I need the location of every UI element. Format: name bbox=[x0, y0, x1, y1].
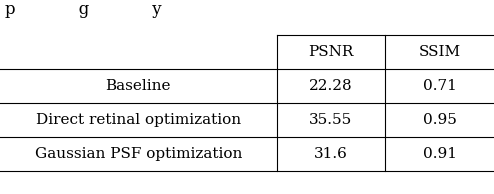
Text: p            g            y: p g y bbox=[5, 1, 162, 18]
Text: 0.91: 0.91 bbox=[423, 147, 456, 161]
Text: 0.71: 0.71 bbox=[423, 79, 456, 93]
Text: 31.6: 31.6 bbox=[314, 147, 348, 161]
Text: 22.28: 22.28 bbox=[309, 79, 353, 93]
Text: SSIM: SSIM bbox=[418, 45, 461, 59]
Text: 0.95: 0.95 bbox=[423, 113, 456, 127]
Text: PSNR: PSNR bbox=[308, 45, 354, 59]
Text: Direct retinal optimization: Direct retinal optimization bbox=[36, 113, 241, 127]
Text: Baseline: Baseline bbox=[106, 79, 171, 93]
Text: 35.55: 35.55 bbox=[309, 113, 353, 127]
Text: Gaussian PSF optimization: Gaussian PSF optimization bbox=[35, 147, 242, 161]
